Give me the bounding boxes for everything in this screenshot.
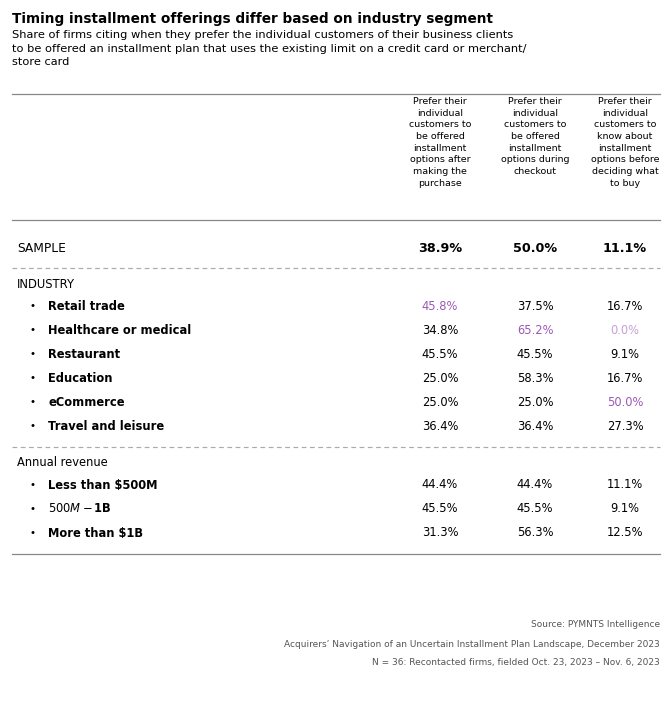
Text: Prefer their
individual
customers to
know about
installment
options before
decid: Prefer their individual customers to kno… [591, 97, 659, 188]
Text: Education: Education [48, 372, 113, 384]
Text: Prefer their
individual
customers to
be offered
installment
options during
check: Prefer their individual customers to be … [501, 97, 569, 176]
Text: 65.2%: 65.2% [517, 323, 553, 336]
Text: eCommerce: eCommerce [48, 395, 125, 408]
Text: 56.3%: 56.3% [517, 526, 553, 539]
Text: Travel and leisure: Travel and leisure [48, 420, 165, 433]
Text: 16.7%: 16.7% [607, 372, 643, 384]
Text: 45.5%: 45.5% [422, 348, 458, 361]
Text: 44.4%: 44.4% [517, 479, 553, 492]
Text: •: • [30, 325, 35, 335]
Text: Prefer their
individual
customers to
be offered
installment
options after
making: Prefer their individual customers to be … [409, 97, 471, 188]
Text: 45.5%: 45.5% [517, 503, 553, 516]
Text: 0.0%: 0.0% [610, 323, 640, 336]
Text: Timing installment offerings differ based on industry segment: Timing installment offerings differ base… [12, 12, 493, 26]
Text: INDUSTRY: INDUSTRY [17, 277, 75, 290]
Text: N = 36: Recontacted firms, fielded Oct. 23, 2023 – Nov. 6, 2023: N = 36: Recontacted firms, fielded Oct. … [372, 658, 660, 667]
Text: 44.4%: 44.4% [422, 479, 458, 492]
Text: $500M-$1B: $500M-$1B [48, 503, 112, 516]
Text: Annual revenue: Annual revenue [17, 456, 108, 469]
Text: 58.3%: 58.3% [517, 372, 553, 384]
Text: •: • [30, 301, 35, 311]
Text: 25.0%: 25.0% [422, 372, 458, 384]
Text: 9.1%: 9.1% [610, 348, 640, 361]
Text: 45.5%: 45.5% [517, 348, 553, 361]
Text: 36.4%: 36.4% [422, 420, 458, 433]
Text: 50.0%: 50.0% [607, 395, 643, 408]
Text: Restaurant: Restaurant [48, 348, 120, 361]
Text: Share of firms citing when they prefer the individual customers of their busines: Share of firms citing when they prefer t… [12, 30, 527, 67]
Text: 16.7%: 16.7% [607, 300, 643, 312]
Text: •: • [30, 349, 35, 359]
Text: Retail trade: Retail trade [48, 300, 125, 312]
Text: More than $1B: More than $1B [48, 526, 143, 539]
Text: Healthcare or medical: Healthcare or medical [48, 323, 192, 336]
Text: 11.1%: 11.1% [603, 241, 647, 254]
Text: •: • [30, 397, 35, 407]
Text: 50.0%: 50.0% [513, 241, 557, 254]
Text: Less than $500M: Less than $500M [48, 479, 158, 492]
Text: •: • [30, 528, 35, 538]
Text: SAMPLE: SAMPLE [17, 241, 66, 254]
Text: •: • [30, 421, 35, 431]
Text: 25.0%: 25.0% [422, 395, 458, 408]
Text: 9.1%: 9.1% [610, 503, 640, 516]
Text: 45.5%: 45.5% [422, 503, 458, 516]
Text: 34.8%: 34.8% [422, 323, 458, 336]
Text: •: • [30, 504, 35, 514]
Text: 27.3%: 27.3% [607, 420, 643, 433]
Text: 38.9%: 38.9% [418, 241, 462, 254]
Text: 25.0%: 25.0% [517, 395, 553, 408]
Text: 45.8%: 45.8% [422, 300, 458, 312]
Text: 36.4%: 36.4% [517, 420, 553, 433]
Text: Acquirers’ Navigation of an Uncertain Installment Plan Landscape, December 2023: Acquirers’ Navigation of an Uncertain In… [284, 640, 660, 649]
Text: 12.5%: 12.5% [607, 526, 643, 539]
Text: 31.3%: 31.3% [422, 526, 458, 539]
Text: Source: PYMNTS Intelligence: Source: PYMNTS Intelligence [531, 620, 660, 629]
Text: 11.1%: 11.1% [607, 479, 643, 492]
Text: •: • [30, 480, 35, 490]
Text: 37.5%: 37.5% [517, 300, 553, 312]
Text: •: • [30, 373, 35, 383]
